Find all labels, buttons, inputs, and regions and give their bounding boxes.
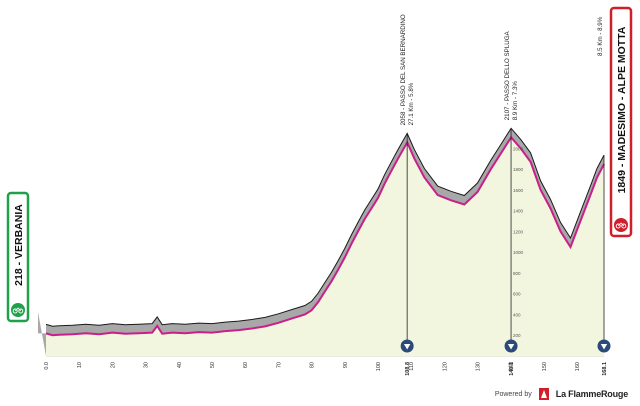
pass-label-line1: 2107 - PASSO DELLO SPLUGA: [504, 30, 511, 120]
x-tick-label: 50: [210, 362, 216, 368]
flame-rouge-logo-icon: [538, 388, 549, 400]
pass-label-line1: 2058 - PASSO DEL SAN BERNARDINO: [400, 14, 407, 125]
y-tick-label: 400: [513, 312, 521, 317]
y-tick-label: 600: [513, 292, 521, 297]
pass-marker-icon: [597, 339, 611, 353]
badge-frame: [609, 6, 633, 238]
x-tick-label: 20: [110, 362, 116, 368]
elevation-shoulder-line: [45, 127, 605, 327]
x-tick-label: 60: [243, 362, 249, 368]
y-axis-ticks: 200 400 600 800 1000 1200 1400 1600 1800 2000: [513, 146, 524, 338]
pass-label-line2: 27.1 Km - 5.8%: [408, 82, 415, 125]
x-tick-label: 160: [575, 362, 581, 371]
brand-name: La FlammeRouge: [555, 389, 628, 399]
elevation-fill-area: [46, 137, 604, 356]
x-tick-label: 30: [144, 362, 150, 368]
x-tick-label: 0.0: [44, 362, 50, 370]
x-tick-label: 10: [77, 362, 83, 368]
road-shoulder-start-edge: [38, 312, 46, 356]
pass-marker-lines: [406, 128, 605, 346]
x-tick-label: 120: [442, 362, 448, 371]
x-tick-label: 110: [409, 362, 415, 371]
pass-label-line2: 8.9 Km - 7.3%: [512, 81, 519, 121]
x-tick-label: 90: [343, 362, 349, 368]
powered-by-text: Powered by: [494, 390, 532, 398]
pass-labels: 2058 - PASSO DEL SAN BERNARDINO 27.1 Km -…: [400, 14, 604, 125]
y-tick-label: 1600: [513, 188, 524, 193]
y-tick-label: 2000: [513, 146, 524, 151]
elevation-profile-line: [45, 135, 605, 337]
x-tick-label: 130: [476, 362, 482, 371]
x-axis-ticks: 0.0 10 20 30 40 50 60 70 80 90 100 110 120 130 140 150 1…: [44, 362, 581, 371]
x-tick-label: 140: [509, 362, 515, 371]
badge-text: 218 - VERBANIA: [13, 204, 25, 286]
pass-km-label: 168.1: [602, 362, 608, 376]
y-tick-label: 1800: [513, 167, 524, 172]
y-tick-label: 1400: [513, 209, 524, 214]
badge-frame: [6, 191, 30, 323]
finish-badge: 1849 - MADESIMO - ALPE MOTTA: [609, 6, 633, 238]
bike-icon: [614, 218, 628, 232]
start-badge: 218 - VERBANIA: [6, 191, 30, 323]
attribution: Powered by La FlammeRouge: [495, 386, 628, 402]
y-tick-label: 200: [513, 333, 521, 338]
pass-km-label: 140.1: [509, 362, 515, 376]
pass-label-line1: 8.5 Km - 8.9%: [597, 16, 604, 56]
x-tick-label: 100: [376, 362, 382, 371]
x-tick-label: 70: [276, 362, 282, 368]
pass-marker-icon: [400, 339, 414, 353]
badge-text: 1849 - MADESIMO - ALPE MOTTA: [616, 26, 628, 193]
pass-marker-icon: [504, 339, 518, 353]
x-tick-label: 150: [542, 362, 548, 371]
x-tick-label: 80: [310, 362, 316, 368]
y-tick-label: 800: [513, 271, 521, 276]
y-tick-label: 1000: [513, 250, 524, 255]
y-tick-label: 1200: [513, 229, 524, 234]
x-tick-label: 40: [177, 362, 183, 368]
bike-icon: [11, 303, 25, 317]
pass-km-label: 108.8: [405, 362, 411, 376]
pass-markers: 108.8 140.1 168.1: [400, 339, 611, 376]
